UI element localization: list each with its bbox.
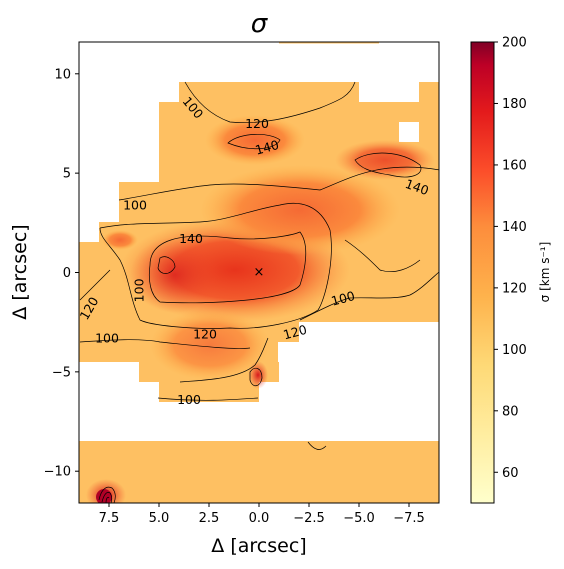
y-tick-label: −10 (44, 465, 71, 480)
x-tick-label: 0.0 (249, 511, 270, 526)
colorbar-label: σ [km s⁻¹] (538, 242, 552, 303)
center-marker: × (254, 265, 265, 280)
colorbar-tick-label: 60 (502, 466, 519, 481)
colorbar-tick-label: 180 (502, 97, 527, 112)
y-axis: 10 5 0 −5 −10 (44, 67, 79, 480)
contour-label: 100 (123, 197, 147, 212)
x-tick-label: −5.0 (343, 511, 375, 526)
colorbar-tick-label: 200 (502, 36, 527, 51)
contour-label: 100 (95, 331, 119, 346)
contour-label: 120 (193, 327, 217, 342)
contour-label: 100 (177, 392, 201, 407)
contour-label: 140 (254, 137, 281, 158)
x-tick-label: −7.5 (393, 511, 425, 526)
colorbar-tick-label: 160 (502, 158, 527, 173)
contour-label: 140 (179, 231, 203, 246)
x-tick-label: 7.5 (99, 511, 120, 526)
y-tick-label: −5 (52, 365, 71, 380)
chart-title: σ (251, 9, 269, 39)
y-axis-label: Δ [arcsec] (9, 224, 31, 319)
colorbar-tick-label: 140 (502, 220, 527, 235)
colorbar (470, 41, 495, 504)
contour-label: 100 (132, 278, 147, 302)
contour-label: 120 (282, 322, 309, 343)
x-axis: 7.5 5.0 2.5 0.0 −2.5 −5.0 −7.5 (99, 503, 425, 526)
x-tick-label: −2.5 (293, 511, 325, 526)
contour-label: 120 (245, 116, 269, 131)
colorbar-tick-label: 120 (502, 281, 527, 296)
y-tick-label: 0 (63, 266, 71, 281)
colorbar-tick-label: 100 (502, 343, 527, 358)
colorbar-ticks: 60 80 100 120 140 160 180 200 (494, 36, 527, 481)
x-tick-label: 2.5 (199, 511, 220, 526)
y-tick-label: 5 (63, 167, 71, 182)
contour-label: 100 (330, 288, 357, 309)
x-axis-label: Δ [arcsec] (211, 535, 306, 557)
colorbar-tick-label: 80 (502, 404, 519, 419)
heatmap-field (79, 42, 439, 503)
x-tick-label: 5.0 (149, 511, 170, 526)
y-tick-label: 10 (54, 67, 71, 82)
